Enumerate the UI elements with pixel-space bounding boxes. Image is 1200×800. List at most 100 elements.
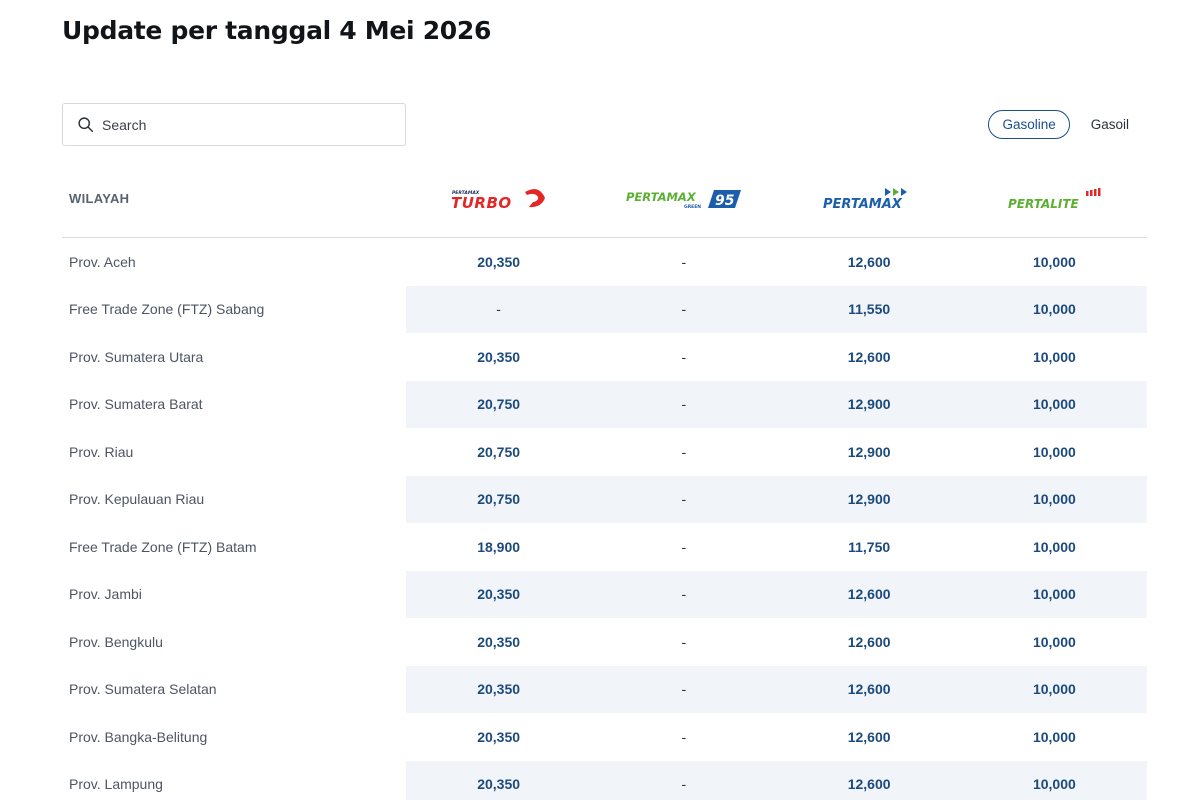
- region-name: Prov. Sumatera Barat: [69, 396, 203, 413]
- table-row: Prov. Sumatera Barat 20,750 - 12,900 10,000: [62, 380, 1147, 428]
- price-turbo: 20,750: [477, 443, 521, 460]
- svg-text:PERTAMAX: PERTAMAX: [626, 190, 697, 204]
- price-pertamax: 12,600: [847, 681, 891, 698]
- table-row: Prov. Riau 20,750 - 12,900 10,000: [62, 428, 1147, 476]
- price-cells: 20,350 - 12,600 10,000: [406, 570, 1147, 618]
- price-cells: 20,350 - 12,600 10,000: [406, 618, 1147, 666]
- price-green95: -: [681, 586, 687, 603]
- svg-text:PERTAMAX: PERTAMAX: [452, 190, 480, 196]
- price-pertalite: 10,000: [1032, 776, 1076, 793]
- pertamax-logo: PERTAMAX: [777, 160, 962, 238]
- price-turbo: -: [496, 301, 501, 318]
- price-pertalite: 10,000: [1032, 681, 1076, 698]
- price-turbo: 20,350: [477, 253, 521, 270]
- svg-text:PERTALITE: PERTALITE: [1008, 197, 1080, 211]
- price-pertalite: 10,000: [1032, 586, 1076, 603]
- region-column-header: WILAYAH: [69, 191, 130, 206]
- region-name: Prov. Lampung: [69, 776, 163, 793]
- price-pertalite: 10,000: [1032, 491, 1076, 508]
- price-green95: -: [681, 633, 687, 650]
- svg-text:TURBO: TURBO: [451, 194, 512, 212]
- table-body: Prov. Aceh 20,350-12,600 10,000 Free Trade …: [62, 238, 1147, 800]
- region-name: Prov. Bengkulu: [69, 633, 163, 650]
- price-turbo: 20,750: [477, 491, 521, 508]
- region-name: Prov. Jambi: [69, 586, 142, 603]
- region-name: Free Trade Zone (FTZ) Sabang: [69, 301, 265, 318]
- tab-gasoil[interactable]: Gasoil: [1090, 117, 1129, 132]
- price-pertamax: 11,750: [848, 538, 891, 555]
- table-row: Prov. Lampung 20,350 - 12,600 10,000: [62, 760, 1147, 800]
- region-name: Prov. Bangka-Belitung: [69, 728, 208, 745]
- price-green95: -: [681, 728, 687, 745]
- price-pertamax: 12,600: [847, 728, 891, 745]
- svg-text:PERTAMAX: PERTAMAX: [823, 197, 903, 212]
- search-icon: [78, 117, 94, 133]
- price-cells: - - 11,550 10,000: [406, 285, 1147, 333]
- price-pertamax: 12,600: [847, 776, 891, 793]
- price-pertalite: 10,000: [1032, 538, 1076, 555]
- price-cells: 20,350 - 12,600 10,000: [406, 333, 1147, 381]
- table-header: WILAYAH PERTAMAX TURBO PERTAMAX GREEN 95: [62, 160, 1147, 238]
- price-turbo: 20,350: [477, 728, 521, 745]
- pertamax-green-95-logo: PERTAMAX GREEN 95: [591, 160, 776, 238]
- region-name: Prov. Kepulauan Riau: [69, 491, 205, 508]
- svg-text:GREEN: GREEN: [684, 204, 701, 210]
- price-green95: -: [681, 681, 687, 698]
- price-green95: -: [681, 491, 687, 508]
- price-turbo: 20,350: [477, 586, 521, 603]
- price-pertalite: 10,000: [1032, 253, 1076, 270]
- price-green95: -: [681, 776, 687, 793]
- price-pertamax: 12,900: [847, 443, 891, 460]
- price-pertalite: 10,000: [1032, 348, 1076, 365]
- price-green95: -: [681, 443, 687, 460]
- svg-text:95: 95: [715, 193, 735, 209]
- price-pertamax: 11,550: [848, 301, 891, 318]
- table-row: Prov. Kepulauan Riau 20,750 - 12,900 10,000: [62, 475, 1147, 523]
- price-pertamax: 12,600: [847, 586, 891, 603]
- price-green95: -: [681, 348, 687, 365]
- price-cells: 20,750 - 12,900 10,000: [406, 428, 1147, 476]
- table-row: Prov. Aceh 20,350 - 12,600 10,000: [62, 238, 1147, 286]
- price-pertamax: 12,600: [847, 633, 891, 650]
- price-cells: 20,750 - 12,900 10,000: [406, 380, 1147, 428]
- table-row: Prov. Sumatera Utara 20,350 - 12,600 10,000: [62, 333, 1147, 381]
- table-row: Free Trade Zone (FTZ) Sabang - - 11,550 10,0…: [62, 285, 1147, 333]
- price-cells: 20,350 - 12,600 10,000: [406, 665, 1147, 713]
- region-name: Prov. Sumatera Utara: [69, 348, 204, 365]
- tab-gasoline[interactable]: Gasoline: [988, 110, 1070, 139]
- price-pertalite: 10,000: [1032, 728, 1076, 745]
- table-row: Free Trade Zone (FTZ) Batam 18,900 - 11,750…: [62, 523, 1147, 571]
- price-pertamax: 12,900: [847, 396, 891, 413]
- price-turbo: 18,900: [477, 538, 521, 555]
- price-green95: -: [681, 538, 687, 555]
- price-pertalite: 10,000: [1032, 633, 1076, 650]
- price-pertalite: 10,000: [1032, 301, 1076, 318]
- price-green95: -: [681, 396, 687, 413]
- region-name: Prov. Aceh: [69, 253, 136, 270]
- region-name: Prov. Riau: [69, 443, 134, 460]
- region-name: Prov. Sumatera Selatan: [69, 681, 217, 698]
- price-turbo: 20,350: [477, 633, 521, 650]
- price-cells: 20,750 - 12,900 10,000: [406, 475, 1147, 523]
- price-turbo: 20,750: [477, 396, 521, 413]
- region-name: Free Trade Zone (FTZ) Batam: [69, 538, 257, 555]
- table-row: Prov. Jambi 20,350 - 12,600 10,000: [62, 570, 1147, 618]
- fuel-price-table: WILAYAH PERTAMAX TURBO PERTAMAX GREEN 95: [62, 160, 1147, 800]
- price-cells: 20,350 - 12,600 10,000: [406, 713, 1147, 761]
- fuel-type-toggle: Gasoline Gasoil: [988, 110, 1142, 139]
- pertamax-turbo-logo: PERTAMAX TURBO: [406, 160, 591, 238]
- price-turbo: 20,350: [477, 776, 521, 793]
- search-input[interactable]: [102, 116, 382, 133]
- page-title: Update per tanggal 4 Mei 2026: [62, 16, 492, 45]
- table-row: Prov. Bangka-Belitung 20,350 - 12,600 10,000: [62, 713, 1147, 761]
- price-pertamax: 12,900: [847, 491, 891, 508]
- price-pertalite: 10,000: [1032, 396, 1076, 413]
- price-cells: 18,900 - 11,750 10,000: [406, 523, 1147, 571]
- price-green95: -: [681, 253, 687, 270]
- table-row: Prov. Bengkulu 20,350 - 12,600 10,000: [62, 618, 1147, 666]
- price-pertalite: 10,000: [1032, 443, 1076, 460]
- price-cells: 20,350 - 12,600 10,000: [406, 238, 1147, 286]
- pertalite-logo: PERTALITE: [962, 160, 1147, 238]
- search-box[interactable]: [62, 103, 406, 146]
